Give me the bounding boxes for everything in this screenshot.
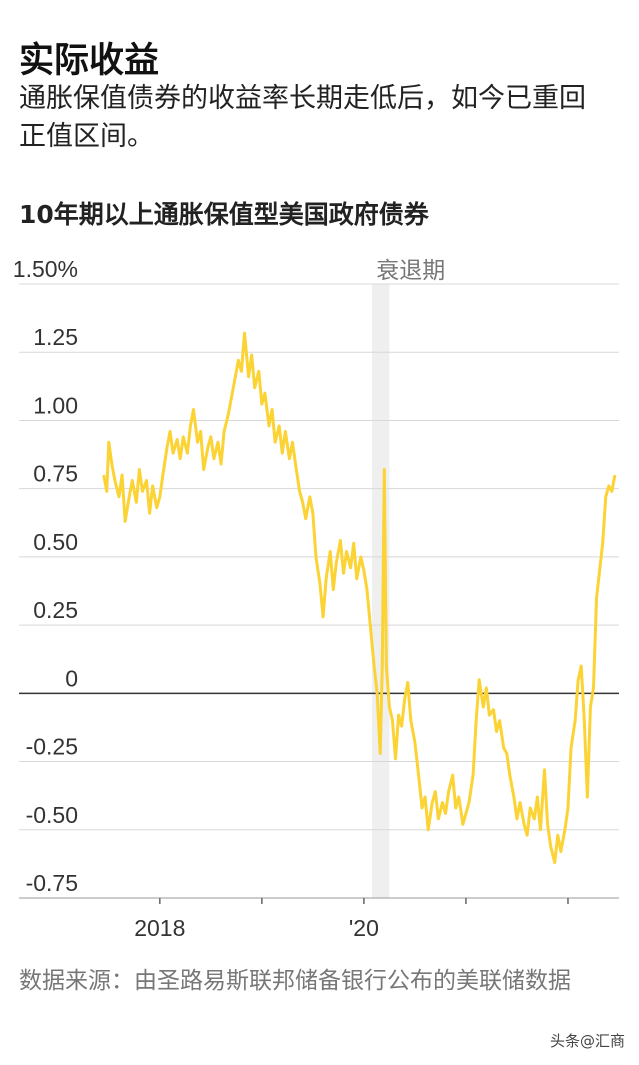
- y-tick-label: 1.00: [33, 392, 78, 418]
- recession-label: 衰退期: [376, 257, 445, 283]
- source: 数据来源：由圣路易斯联邦储备银行公布的美联储数据: [19, 968, 571, 994]
- recession-band: [372, 284, 390, 898]
- subtitle: 通胀保值债券的收益率长期走低后，如今已重回正值区间。: [19, 83, 586, 152]
- x-tick-label: '20: [349, 915, 379, 941]
- chart-title: 10年期以上通胀保值型美国政府债券: [19, 200, 429, 229]
- x-tick-label: 2018: [134, 915, 185, 941]
- y-tick-label: -0.50: [26, 802, 78, 828]
- y-tick-label: -0.25: [26, 734, 78, 760]
- watermark: 头条@汇商: [549, 1032, 625, 1050]
- data-line: [102, 331, 617, 865]
- y-tick-label: 0.25: [33, 597, 78, 623]
- title: 实际收益: [19, 41, 160, 81]
- y-tick-label: 0.75: [33, 461, 78, 487]
- y-tick-label: 0.50: [33, 529, 78, 555]
- y-tick-label: 0: [65, 665, 78, 691]
- y-tick-label: -0.75: [26, 870, 78, 896]
- y-tick-label: 1.50%: [13, 256, 78, 282]
- y-tick-label: 1.25: [33, 324, 78, 350]
